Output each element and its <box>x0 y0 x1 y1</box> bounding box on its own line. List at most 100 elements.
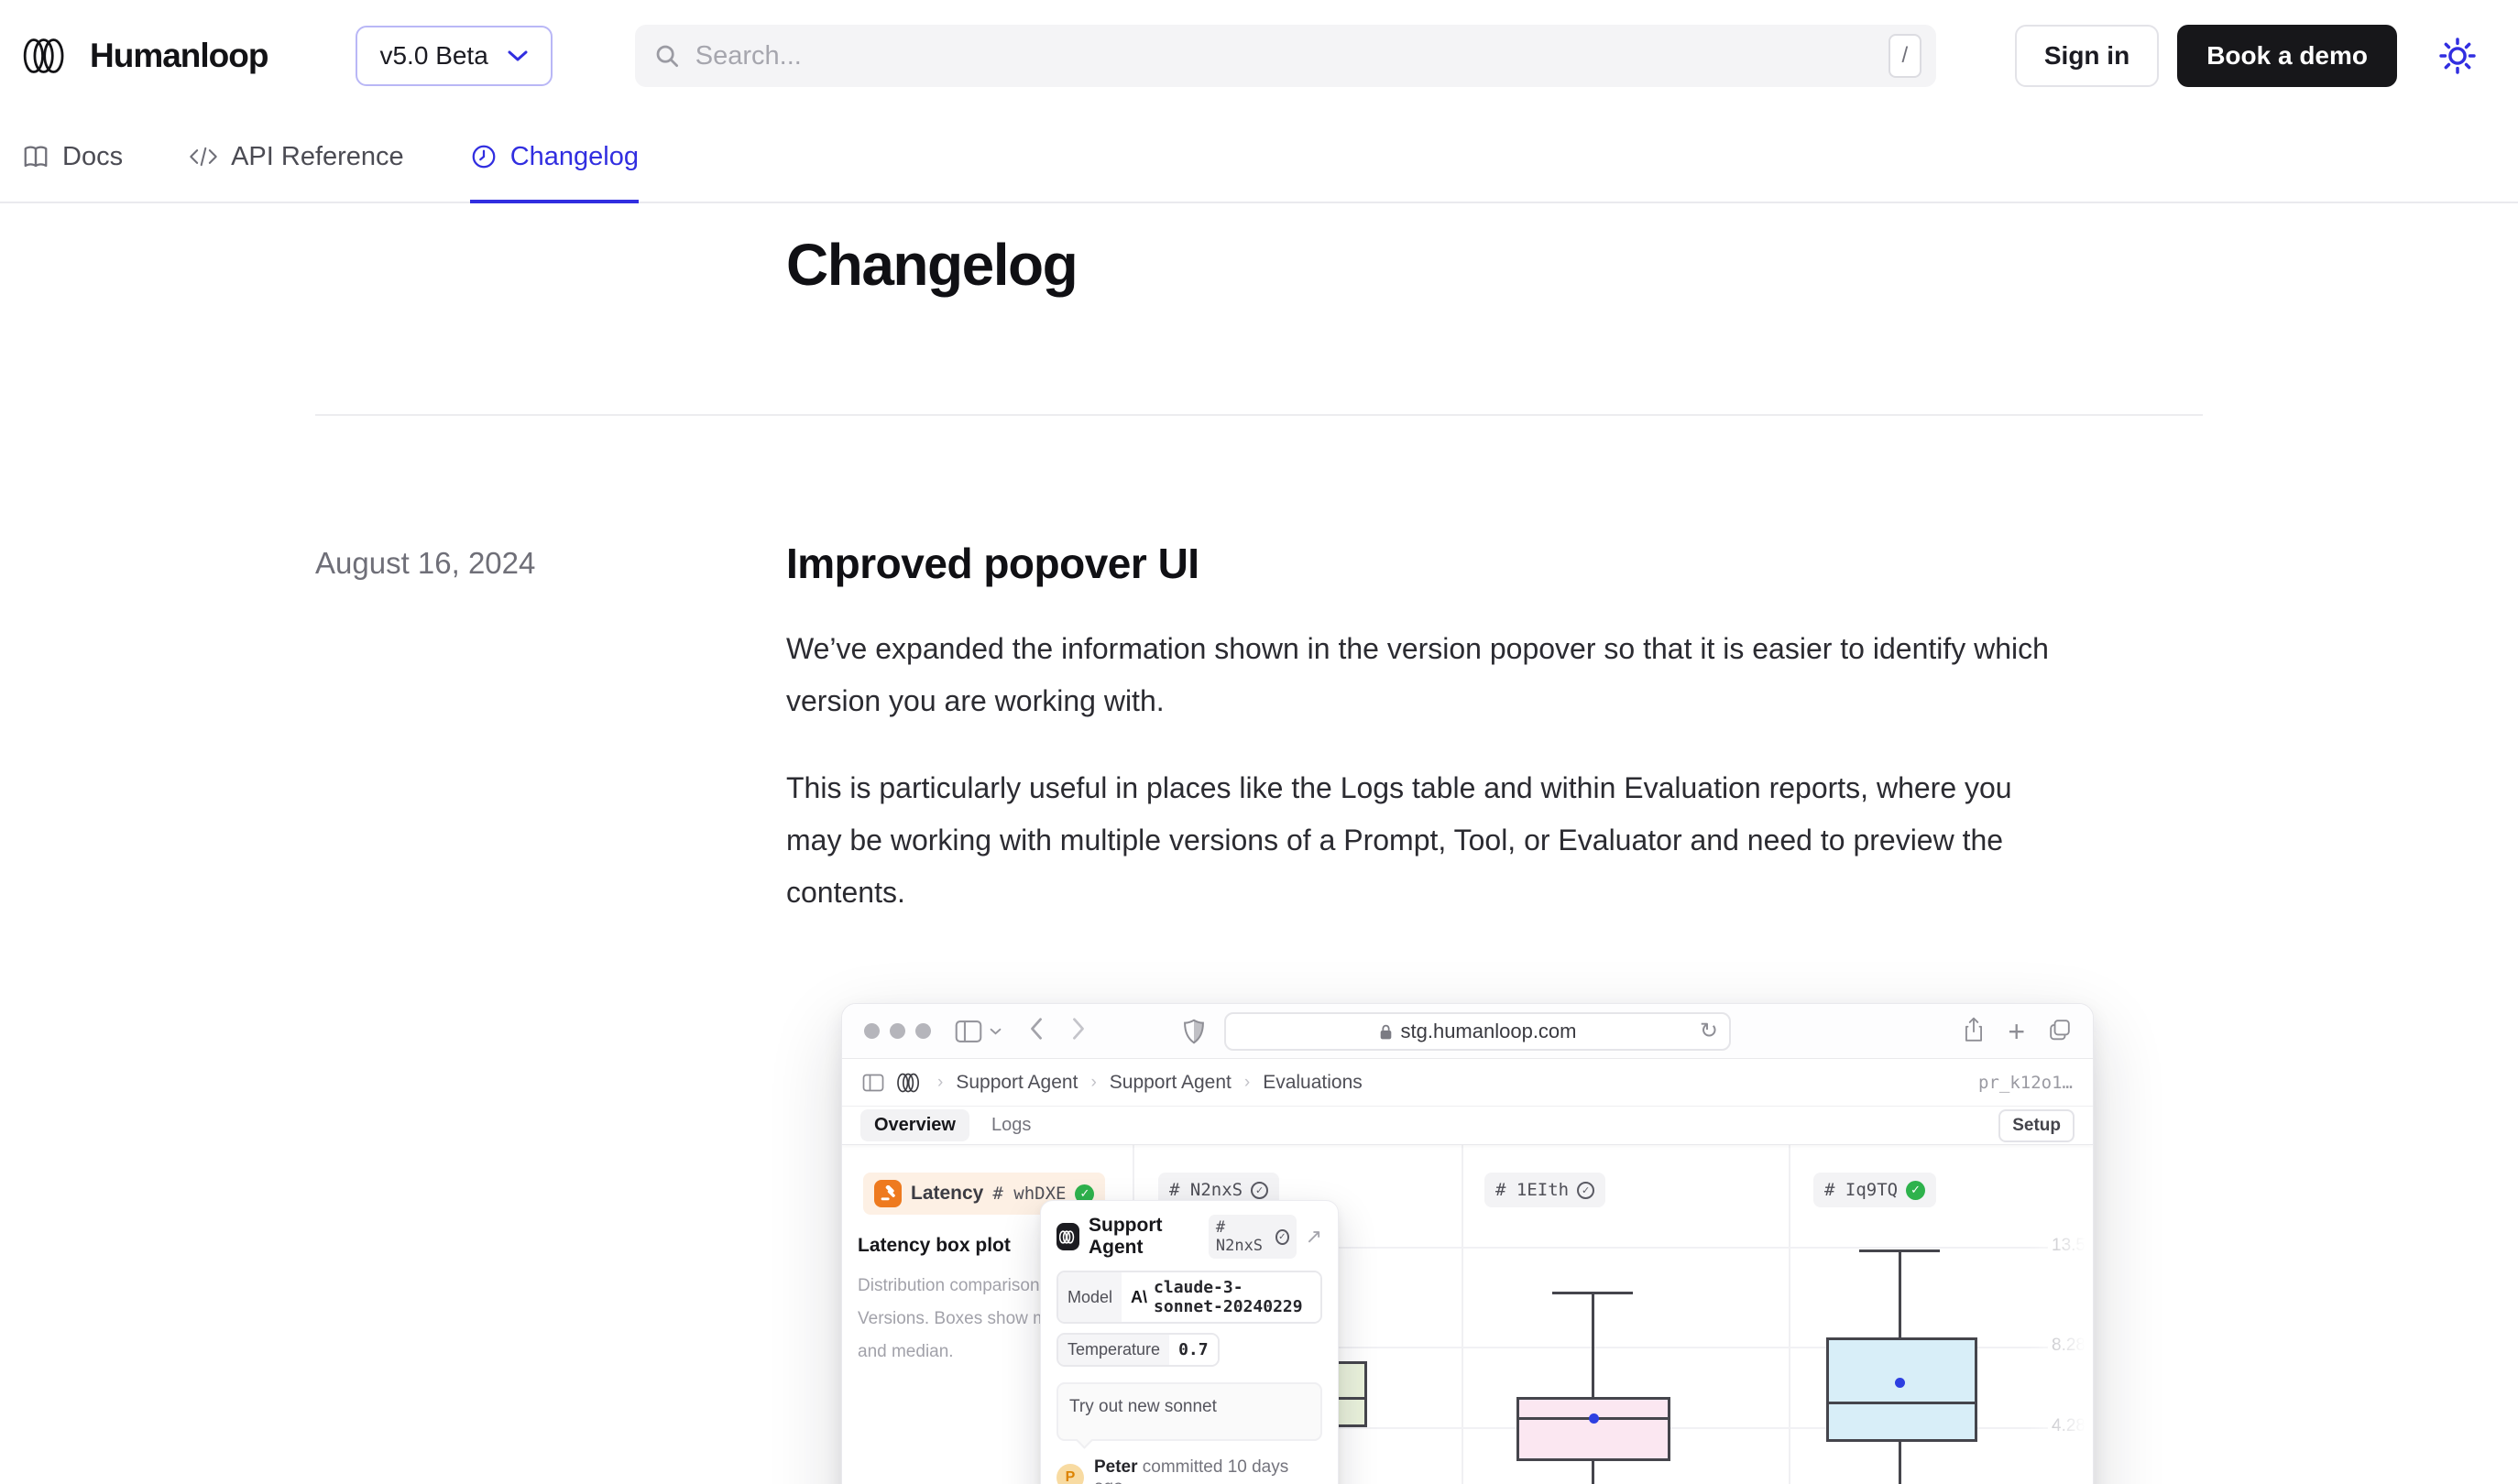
breadcrumb-item: Support Agent <box>956 1071 1078 1093</box>
anthropic-logo: A\ <box>1131 1287 1148 1306</box>
column-header-version: # 1EIth ✓ <box>1484 1173 1606 1207</box>
median-line <box>1826 1402 1977 1404</box>
site-header: Humanloop v5.0 Beta / Sign in Book a dem… <box>0 0 2518 112</box>
refresh-icon: ↻ <box>1699 1019 1718 1043</box>
entry-body: Improved popover UI We’ve expanded the i… <box>786 539 2203 1484</box>
app-content: 13.533188.2802154.280215 Latency <box>842 1145 2093 1484</box>
browser-toolbar: stg.humanloop.com ↻ + <box>842 1004 2093 1059</box>
breadcrumb-separator: › <box>937 1072 944 1092</box>
search-bar[interactable]: / <box>634 25 1936 87</box>
tab-docs-label: Docs <box>62 141 124 171</box>
humanloop-mark-icon <box>22 38 75 74</box>
box-plot-Iq9TQ <box>1826 1337 1977 1442</box>
header-actions: Sign in Book a demo <box>2014 25 2478 87</box>
whisker-line <box>1592 1294 1594 1397</box>
clock-icon <box>470 143 498 170</box>
url-text: stg.humanloop.com <box>1400 1020 1577 1042</box>
book-icon <box>22 143 49 170</box>
humanloop-mark-icon <box>1056 1223 1079 1250</box>
tab-api-reference[interactable]: API Reference <box>189 112 404 202</box>
url-bar: stg.humanloop.com ↻ <box>1224 1012 1731 1051</box>
version-hash: # Iq9TQ <box>1824 1180 1899 1200</box>
whisker-cap <box>1552 1292 1633 1294</box>
app-breadcrumb-bar: › Support Agent › Support Agent › Evalua… <box>842 1059 2093 1107</box>
screenshot-browser-window: stg.humanloop.com ↻ + <box>841 1003 2094 1484</box>
version-hash: # whDXE <box>992 1184 1067 1204</box>
column-divider <box>1462 1145 1463 1484</box>
check-circle-icon: ✓ <box>1251 1181 1269 1199</box>
setup-button: Setup <box>1998 1108 2075 1142</box>
whisker-cap <box>1859 1249 1940 1252</box>
share-icon <box>1964 1017 1984 1047</box>
entry-heading: Improved popover UI <box>786 540 1199 587</box>
tab-docs[interactable]: Docs <box>22 112 123 202</box>
popover-title: Support Agent <box>1089 1215 1163 1258</box>
tab-changelog-label: Changelog <box>509 141 639 171</box>
version-hash: # N2nxS <box>1215 1218 1264 1255</box>
tab-changelog[interactable]: Changelog <box>469 112 640 203</box>
privacy-shield-icon <box>1183 1019 1205 1049</box>
search-icon <box>653 42 681 70</box>
section-divider <box>315 414 2203 416</box>
commit-meta: Peter committed 10 days ago <box>1094 1457 1322 1484</box>
panel-desc-line: and median. <box>858 1342 954 1361</box>
model-row: Model A\ claude-3-sonnet-20240229 <box>1056 1271 1322 1324</box>
version-selector[interactable]: v5.0 Beta <box>356 26 553 86</box>
evaluator-icon <box>874 1180 902 1207</box>
version-popover: Support Agent # N2nxS ✓ ↗ Model <box>1040 1200 1339 1484</box>
model-value: claude-3-sonnet-20240229 <box>1154 1278 1303 1316</box>
tab-overview-icon <box>2049 1019 2071 1045</box>
edge-fade <box>2029 1145 2093 1484</box>
panel-title: Latency box plot <box>858 1235 1011 1256</box>
tab-api-reference-label: API Reference <box>231 141 404 171</box>
tab-logs: Logs <box>991 1115 1032 1135</box>
entry-paragraph: This is particularly useful in places li… <box>786 771 2012 909</box>
panel-toggle-icon <box>862 1073 884 1093</box>
lock-icon <box>1379 1023 1393 1041</box>
humanloop-logo[interactable]: Humanloop <box>22 37 268 75</box>
avatar: P <box>1056 1464 1084 1484</box>
bubble-tail <box>1076 1432 1093 1449</box>
check-circle-icon: ✓ <box>1275 1228 1289 1245</box>
version-label: v5.0 Beta <box>379 41 488 70</box>
temperature-value: 0.7 <box>1178 1340 1209 1359</box>
commit-message: Try out new sonnet <box>1056 1382 1322 1449</box>
whisker-line <box>1899 1442 1901 1484</box>
latency-label: Latency <box>911 1183 984 1204</box>
commit-message-text: Try out new sonnet <box>1069 1397 1217 1416</box>
traffic-light-zoom <box>915 1023 931 1039</box>
toolbar-right-icons: + <box>1964 1004 2071 1059</box>
window-controls <box>864 1023 931 1039</box>
nav-arrows <box>1029 1017 1086 1045</box>
check-circle-icon: ✓ <box>1577 1181 1595 1199</box>
changelog-entry: August 16, 2024 Improved popover UI We’v… <box>315 539 2203 1484</box>
app-tab-bar: Overview Logs Setup <box>842 1107 2093 1145</box>
back-icon <box>1029 1017 1044 1045</box>
popover-footer: P Peter committed 10 days ago <box>1056 1457 1322 1484</box>
traffic-light-close <box>864 1023 880 1039</box>
search-input[interactable] <box>695 40 1874 71</box>
median-line <box>1516 1417 1670 1420</box>
chevron-down-icon <box>507 49 529 63</box>
theme-toggle-sun-icon[interactable] <box>2437 36 2478 76</box>
temperature-label: Temperature <box>1058 1335 1170 1365</box>
forward-icon <box>1071 1017 1086 1045</box>
mean-dot <box>1588 1413 1599 1424</box>
entry-date: August 16, 2024 <box>315 546 536 580</box>
code-icon <box>189 144 218 169</box>
mean-dot <box>1894 1377 1905 1388</box>
traffic-light-minimize <box>890 1023 905 1039</box>
breadcrumb-separator: › <box>1090 1072 1097 1092</box>
book-demo-button[interactable]: Book a demo <box>2177 25 2397 87</box>
popover-version-badge: # N2nxS ✓ <box>1208 1215 1297 1259</box>
main-content: Changelog August 16, 2024 Improved popov… <box>0 231 2518 1484</box>
green-check-icon: ✓ <box>1075 1184 1095 1204</box>
version-hash: # N2nxS <box>1169 1180 1243 1200</box>
brand-name: Humanloop <box>90 37 268 74</box>
whisker-line <box>1592 1461 1594 1484</box>
sign-in-button[interactable]: Sign in <box>2014 25 2160 87</box>
version-hash: # 1EIth <box>1495 1180 1570 1200</box>
run-id: pr_k12o1… <box>1978 1072 2073 1093</box>
humanloop-mark-icon <box>897 1073 925 1093</box>
